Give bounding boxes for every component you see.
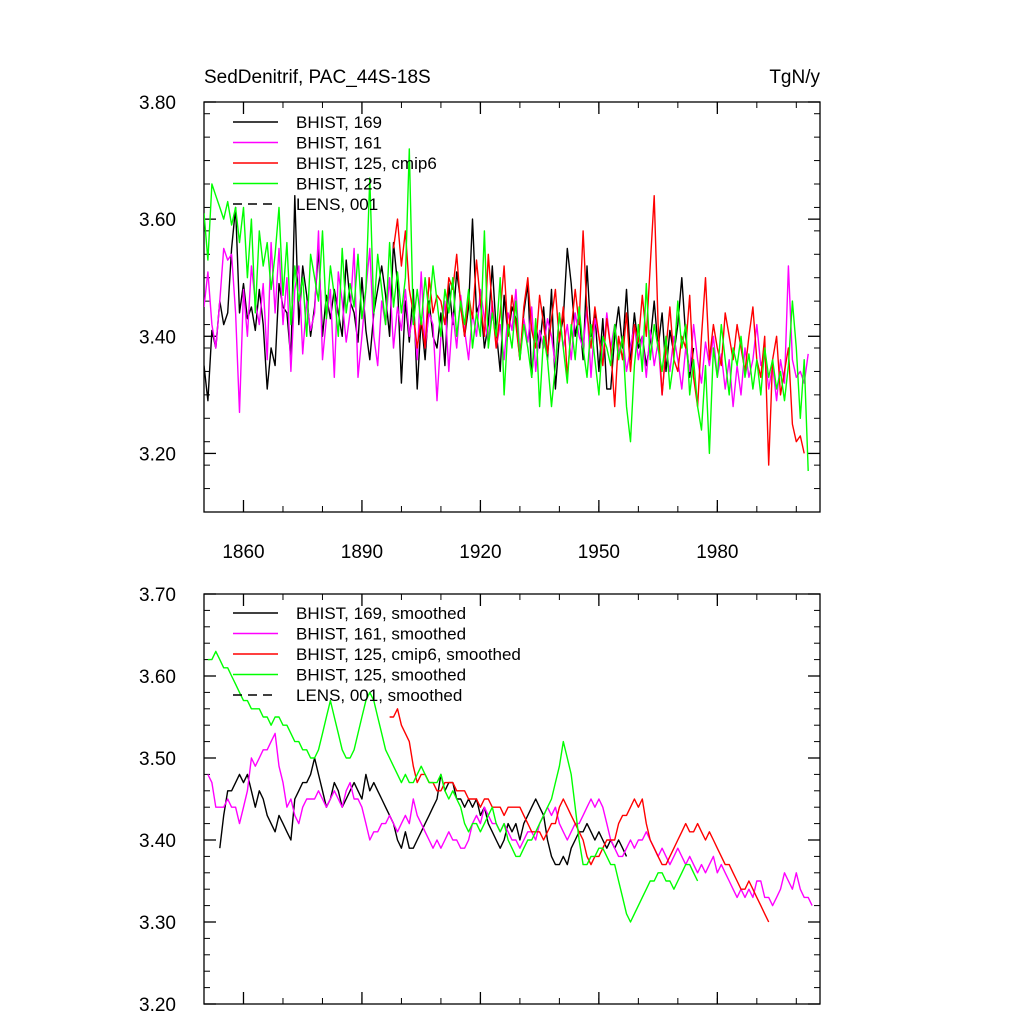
top-series-bhist-125-cmip6: [392, 194, 805, 466]
bottom-legend-label: BHIST, 125, cmip6, smoothed: [296, 645, 521, 664]
top-y-tick-label: 3.80: [139, 93, 176, 114]
top-legend-label: LENS, 001: [296, 195, 378, 214]
bottom-plot-frame: [203, 593, 821, 1005]
top-y-tick-label: 3.60: [139, 210, 176, 231]
top-x-tick-label: 1980: [696, 542, 738, 563]
bottom-y-tick-label: 3.40: [139, 831, 176, 852]
units-label: TgN/y: [769, 67, 820, 88]
bottom-y-tick-label: 3.50: [139, 749, 176, 770]
bottom-series-bhist-161: [207, 732, 813, 907]
top-legend-label: BHIST, 125: [296, 175, 382, 194]
bottom-y-tick-label: 3.20: [139, 995, 176, 1016]
top-x-tick-label: 1950: [578, 542, 620, 563]
top-y-tick-label: 3.40: [139, 327, 176, 348]
bottom-y-tick-label: 3.60: [139, 667, 176, 688]
bottom-legend-label: LENS, 001, smoothed: [296, 686, 462, 705]
top-legend-label: BHIST, 161: [296, 134, 382, 153]
bottom-series-bhist-125: [207, 650, 699, 923]
bottom-y-tick-label: 3.30: [139, 913, 176, 934]
top-series-bhist-161: [204, 230, 809, 414]
top-x-tick-label: 1890: [341, 542, 383, 563]
top-x-tick-label: 1860: [222, 542, 264, 563]
top-series-bhist-125: [204, 148, 809, 472]
top-y-tick-label: 3.20: [139, 444, 176, 465]
bottom-legend-label: BHIST, 125, smoothed: [296, 666, 466, 685]
top-panel: 1860 1890 1920 1950 1980 3.20 3.40 3.60 3.80 BHIS…: [139, 93, 821, 563]
bottom-legend-label: BHIST, 169, smoothed: [296, 604, 466, 623]
top-legend-label: BHIST, 125, cmip6: [296, 154, 437, 173]
top-x-tick-label: 1920: [459, 542, 501, 563]
bottom-panel: 3.20 3.30 3.40 3.50 3.60 3.70 BHIST, 169, smoo…: [139, 585, 821, 1016]
bottom-legend-label: BHIST, 161, smoothed: [296, 625, 466, 644]
bottom-y-tick-label: 3.70: [139, 585, 176, 606]
bottom-series-bhist-125-cmip6: [389, 708, 770, 923]
figure-title: SedDenitrif, PAC_44S-18S: [204, 67, 431, 88]
top-legend-label: BHIST, 169: [296, 113, 382, 132]
